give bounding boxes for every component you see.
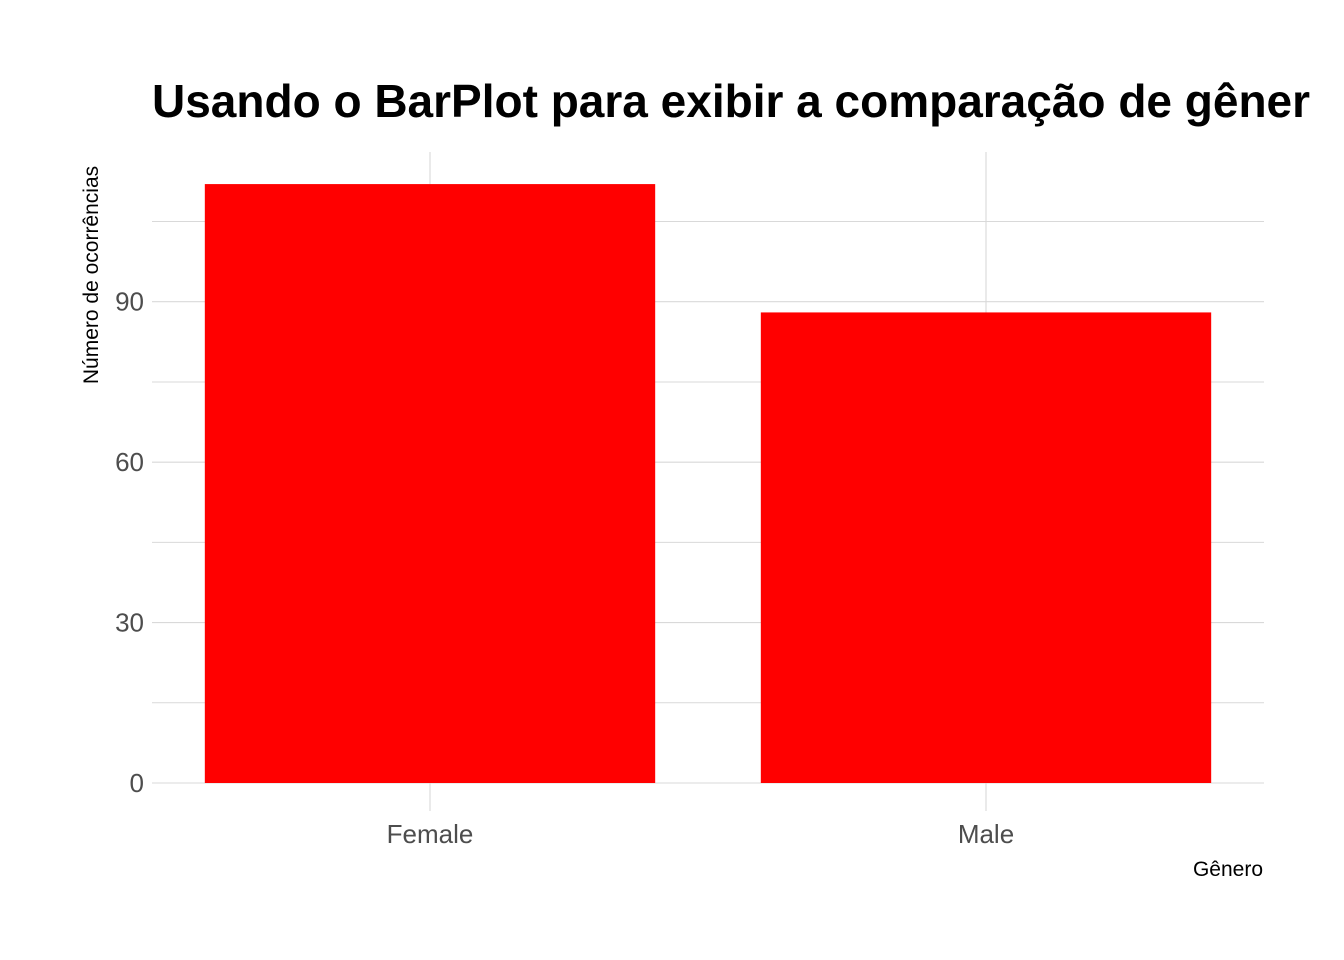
axis-ticks: 0 30 60 90 Female Male [115, 287, 1014, 849]
y-axis-title: Número de ocorrências [80, 166, 103, 384]
x-axis-title: Gênero [1193, 858, 1263, 881]
y-tick-label: 60 [115, 447, 144, 477]
bar-female [204, 184, 656, 784]
bar-male [760, 312, 1212, 783]
x-tick-label: Male [958, 819, 1014, 849]
y-tick-label: 0 [130, 768, 144, 798]
x-tick-label: Female [387, 819, 474, 849]
chart-title: Usando o BarPlot para exibir a comparaçã… [152, 75, 1310, 127]
bars [204, 184, 1212, 784]
y-tick-label: 30 [115, 608, 144, 638]
y-tick-label: 90 [115, 287, 144, 317]
